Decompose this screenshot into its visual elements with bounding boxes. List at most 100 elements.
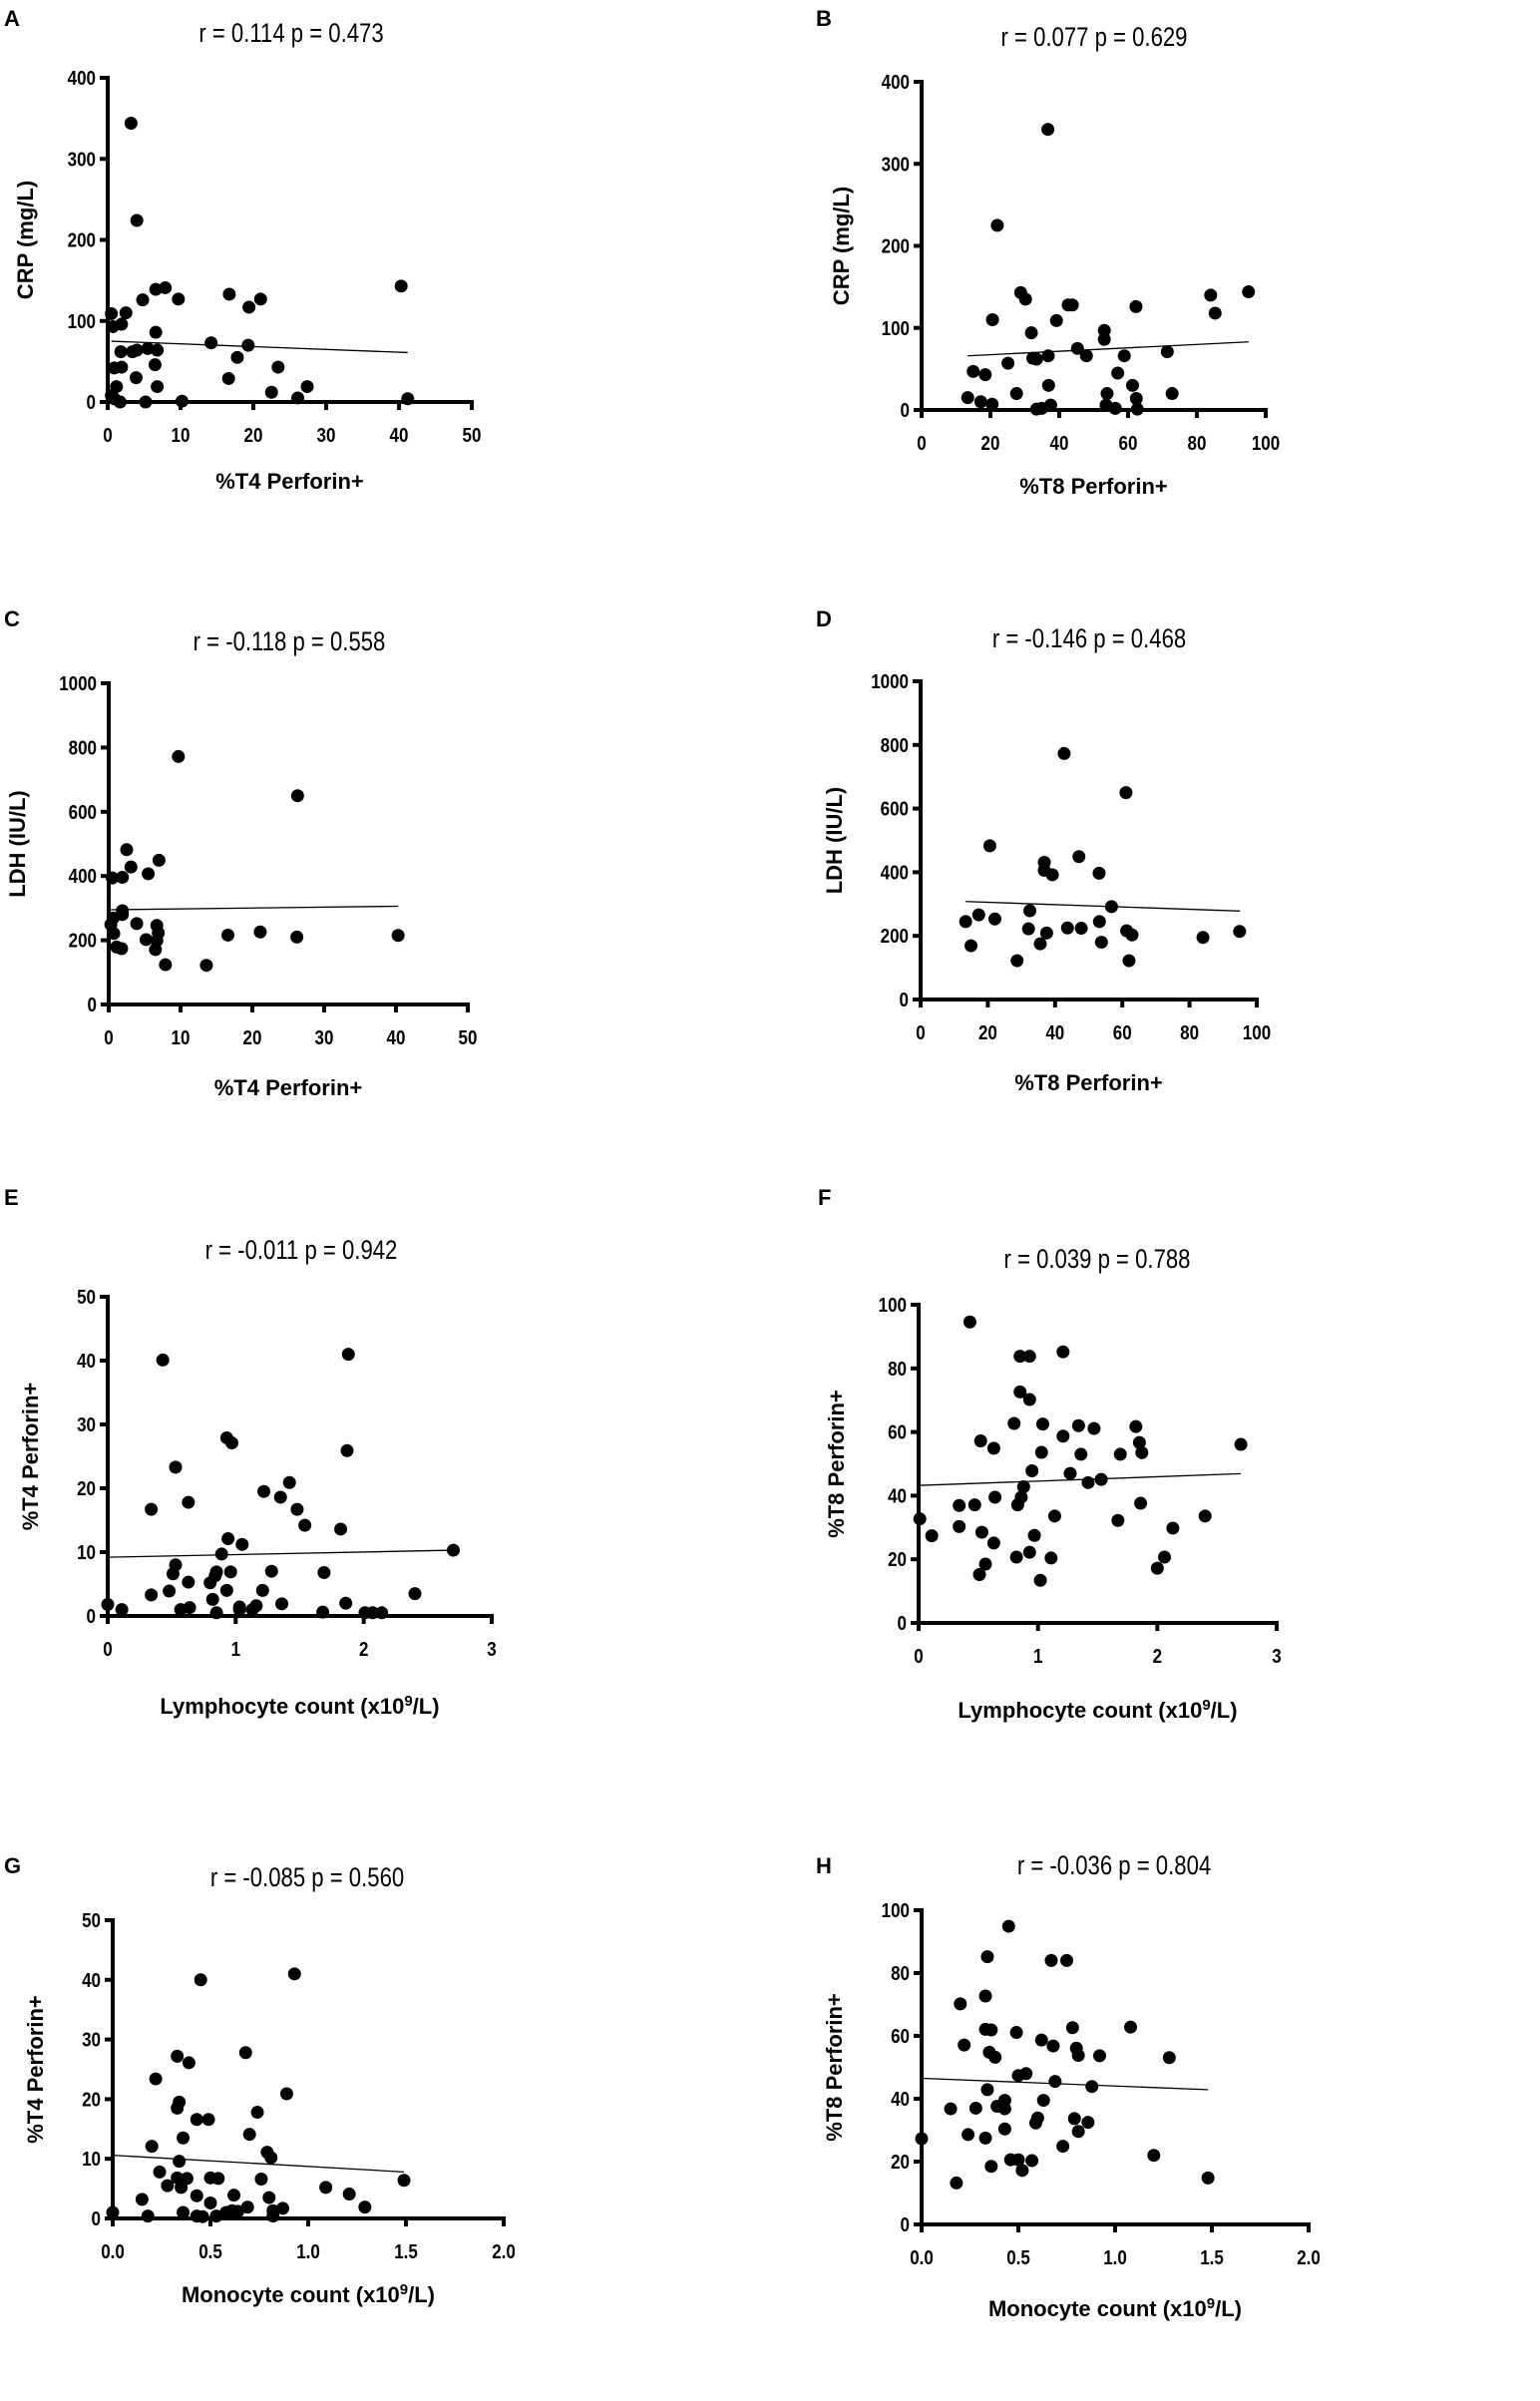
y-tick-label: 0 bbox=[87, 391, 96, 414]
data-point bbox=[264, 385, 278, 399]
panel-letter: H bbox=[816, 1853, 832, 1878]
data-point bbox=[953, 1519, 966, 1533]
x-axis-label-part: Lymphocyte count (x10 bbox=[958, 1698, 1202, 1723]
data-point bbox=[1016, 1479, 1030, 1493]
x-tick-label: 1.5 bbox=[394, 2240, 418, 2263]
y-tick-label: 400 bbox=[68, 67, 96, 90]
x-tick-label: 20 bbox=[981, 432, 1000, 455]
panel-letter: A bbox=[4, 6, 20, 31]
data-point bbox=[1134, 1496, 1148, 1510]
x-tick-label: 100 bbox=[1252, 432, 1280, 455]
x-tick-label: 1.0 bbox=[296, 2240, 320, 2263]
data-point bbox=[1034, 2033, 1048, 2047]
data-point bbox=[1147, 2149, 1161, 2163]
data-point bbox=[1092, 915, 1106, 929]
data-point bbox=[214, 1547, 228, 1561]
x-axis-label-part: /L) bbox=[413, 1694, 440, 1719]
panel-letter: G bbox=[4, 1853, 21, 1878]
y-tick-label: 50 bbox=[77, 1286, 96, 1309]
data-point bbox=[282, 1475, 296, 1489]
y-tick-label: 0 bbox=[901, 2213, 910, 2236]
data-point bbox=[1009, 2026, 1023, 2040]
x-tick-label: 2.0 bbox=[492, 2240, 516, 2263]
x-tick-label: 80 bbox=[1180, 1021, 1199, 1044]
x-tick-label: 1 bbox=[231, 1638, 240, 1661]
x-axis-label-superscript: 9 bbox=[1207, 2295, 1215, 2312]
x-tick-label: 30 bbox=[315, 1026, 334, 1049]
y-tick-label: 0 bbox=[900, 989, 909, 1011]
data-point bbox=[1097, 323, 1111, 337]
y-axis-label: CRP (mg/L) bbox=[829, 187, 854, 305]
data-point bbox=[116, 870, 130, 884]
x-tick-label: 0.5 bbox=[198, 2240, 222, 2263]
data-point bbox=[141, 2209, 155, 2223]
data-point bbox=[182, 1575, 195, 1589]
data-point bbox=[1067, 2112, 1081, 2126]
x-tick-label: 0 bbox=[916, 1021, 925, 1044]
panel-f: Fr = 0.039 p = 0.788 0 1 2 3 0 20 40 60 80 100 Lymp… bbox=[818, 1185, 1282, 1723]
data-point bbox=[1242, 285, 1256, 299]
data-point bbox=[973, 1434, 987, 1448]
panel-letter: F bbox=[818, 1185, 831, 1210]
data-point bbox=[1125, 928, 1139, 942]
data-point bbox=[1060, 1953, 1073, 1967]
data-point bbox=[1019, 2067, 1033, 2081]
x-tick-label: 20 bbox=[978, 1021, 997, 1044]
x-axis-label: %T4 Perforin+ bbox=[215, 469, 364, 494]
regression-line bbox=[918, 1472, 1242, 1486]
data-point bbox=[266, 2209, 280, 2223]
x-tick-label: 60 bbox=[1119, 432, 1138, 455]
data-point bbox=[1035, 1417, 1049, 1431]
y-tick-label: 0 bbox=[92, 2207, 101, 2230]
data-point bbox=[115, 1603, 129, 1617]
data-point bbox=[1087, 1421, 1101, 1435]
data-point bbox=[401, 392, 415, 406]
y-tick-label: 800 bbox=[881, 733, 909, 756]
data-point bbox=[1070, 341, 1084, 355]
data-point bbox=[408, 1587, 422, 1601]
y-axis-label: %T8 Perforin+ bbox=[822, 1993, 847, 2142]
data-point bbox=[982, 839, 996, 853]
data-point bbox=[954, 1997, 967, 2011]
x-tick-label: 40 bbox=[1050, 432, 1069, 455]
data-point bbox=[340, 1443, 354, 1457]
y-tick-label: 20 bbox=[888, 1548, 907, 1571]
data-point bbox=[276, 2201, 290, 2215]
y-tick-label: 60 bbox=[891, 2025, 910, 2048]
data-point bbox=[1158, 1550, 1172, 1564]
data-point bbox=[1013, 1350, 1027, 1364]
x-tick-label: 40 bbox=[1045, 1021, 1064, 1044]
y-tick-label: 600 bbox=[69, 800, 97, 823]
y-axis-label: %T8 Perforin+ bbox=[824, 1390, 849, 1538]
data-point bbox=[971, 908, 985, 922]
x-axis-label-part: Monocyte count (x10 bbox=[182, 2282, 400, 2307]
data-point bbox=[1011, 2153, 1025, 2167]
data-point bbox=[988, 1490, 1002, 1504]
data-point bbox=[182, 2056, 195, 2070]
data-point bbox=[135, 2193, 149, 2206]
data-point bbox=[1028, 2116, 1042, 2130]
x-axis-label-superscript: 9 bbox=[1202, 1697, 1210, 1714]
x-tick-label: 0.0 bbox=[910, 2246, 934, 2269]
x-axis-label-part: /L) bbox=[408, 2282, 435, 2307]
data-point bbox=[962, 1315, 976, 1329]
data-point bbox=[1056, 1345, 1070, 1359]
x-tick-label: 0 bbox=[103, 1638, 112, 1661]
data-point bbox=[130, 343, 144, 357]
x-tick-label: 0 bbox=[917, 432, 926, 455]
data-point bbox=[199, 959, 213, 973]
data-point bbox=[1018, 292, 1032, 306]
data-point bbox=[1056, 2140, 1070, 2154]
data-point bbox=[1033, 937, 1047, 951]
panel-letter: C bbox=[4, 606, 20, 631]
data-point bbox=[145, 2140, 159, 2154]
data-point bbox=[113, 395, 127, 409]
data-point bbox=[1034, 401, 1048, 415]
data-point bbox=[1065, 2021, 1079, 2035]
x-tick-label: 20 bbox=[244, 424, 263, 447]
data-point bbox=[1150, 1561, 1164, 1575]
data-point bbox=[1010, 1498, 1024, 1512]
data-point bbox=[149, 943, 163, 957]
x-tick-label: 50 bbox=[463, 424, 482, 447]
